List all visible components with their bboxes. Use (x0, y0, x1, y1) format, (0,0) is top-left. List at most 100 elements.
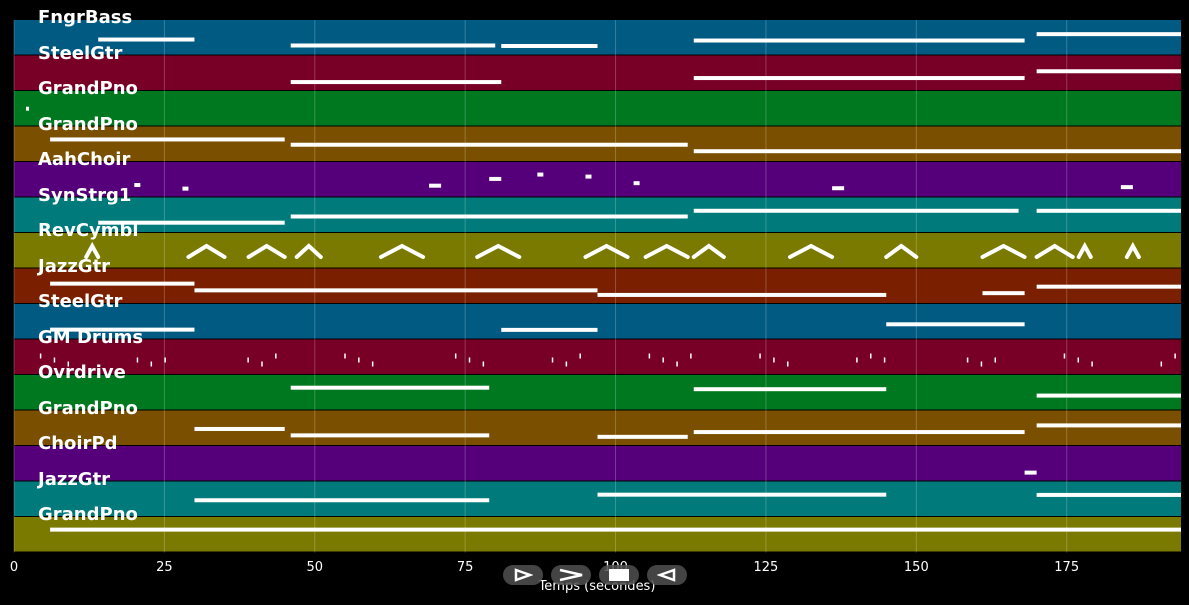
note-segment (1036, 423, 1181, 428)
note-segment (1034, 243, 1075, 259)
drum-hit (579, 353, 581, 359)
play-forward-button[interactable] (503, 565, 543, 585)
note-segment (501, 43, 598, 48)
track-label: GrandPno (38, 504, 138, 525)
x-tick-label: 175 (1054, 560, 1080, 575)
note-segment (186, 243, 227, 259)
drum-hit (468, 357, 471, 363)
track-label: GrandPno (38, 78, 138, 99)
note-segment (475, 243, 522, 259)
note-segment (597, 292, 887, 297)
note-segment (134, 183, 141, 188)
drum-hit (1091, 361, 1093, 367)
note-segment (691, 243, 726, 259)
track-label: JazzGtr (38, 468, 111, 490)
track-label: RevCymbl (38, 220, 139, 241)
drum-hit (1160, 361, 1163, 367)
drum-hit (856, 357, 858, 363)
track-row (14, 304, 1181, 339)
drum-hit (164, 357, 166, 363)
drum-hit (53, 357, 56, 363)
drum-hit (676, 361, 678, 367)
drum-hit (275, 353, 277, 359)
drum-hit (966, 357, 969, 363)
note-segment (378, 243, 426, 259)
fast-forward-button[interactable] (551, 565, 591, 585)
drum-hit (371, 361, 374, 367)
track-row (14, 91, 1181, 126)
x-tick-label: 0 (9, 560, 19, 575)
note-segment (1120, 185, 1133, 190)
drum-hit (565, 361, 568, 367)
drum-hit (551, 357, 554, 363)
note-segment (194, 426, 285, 431)
stop-button[interactable] (599, 565, 639, 585)
track-row (14, 55, 1181, 90)
track-row (14, 446, 1181, 481)
note-segment (290, 433, 490, 438)
note-segment (1124, 241, 1141, 259)
x-tick-label: 25 (156, 560, 173, 575)
track-row (14, 339, 1181, 374)
x-tick-label: 125 (753, 560, 779, 575)
note-segment (50, 281, 195, 286)
note-segment (585, 174, 592, 179)
note-segment (50, 137, 285, 142)
note-segment (182, 186, 189, 191)
drum-hit (261, 361, 263, 367)
track-row (14, 517, 1181, 552)
note-segment (1036, 393, 1181, 398)
note-segment (194, 498, 490, 503)
note-segment (537, 172, 544, 177)
note-segment (290, 43, 496, 48)
drum-hit (344, 353, 346, 359)
note-segment (489, 176, 502, 181)
note-segment (693, 38, 1025, 43)
drum-hit (980, 361, 983, 367)
drum-hit (247, 357, 249, 363)
note-segment (290, 385, 490, 390)
drum-hit (786, 361, 789, 367)
drum-hit (482, 361, 485, 367)
drum-hit (648, 353, 651, 359)
note-segment (26, 106, 30, 111)
drum-hit (150, 361, 153, 367)
drum-hit (870, 353, 872, 359)
drum-hit (454, 353, 457, 359)
note-segment (886, 322, 1025, 327)
note-segment (643, 243, 690, 259)
drum-hit (883, 357, 886, 363)
track-label: AahChoir (38, 149, 131, 170)
note-segment (583, 243, 630, 259)
note-segment (1024, 470, 1037, 475)
drum-hit (773, 357, 775, 363)
x-tick-label: 75 (456, 560, 474, 575)
note-segment (980, 243, 1027, 259)
note-segment (98, 220, 285, 225)
track-row (14, 162, 1181, 197)
note-segment (693, 387, 887, 392)
track-label: SynStrg1 (38, 184, 132, 206)
note-segment (1036, 284, 1181, 289)
chevron-right-icon (559, 568, 583, 582)
note-segment (501, 327, 598, 332)
play-reverse-outline-icon (657, 568, 676, 582)
note-segment (597, 492, 887, 497)
drum-hit (39, 353, 42, 359)
note-segment (429, 183, 442, 188)
x-tick-label: 150 (903, 560, 929, 575)
note-segment (84, 241, 101, 259)
x-tick-label: 50 (306, 560, 324, 575)
note-segment (1036, 69, 1181, 74)
note-segment (1076, 241, 1093, 259)
note-segment (294, 243, 323, 259)
note-segment (290, 80, 502, 85)
note-segment (290, 214, 688, 219)
note-segment (693, 76, 1025, 81)
note-segment (98, 37, 195, 42)
rewind-button[interactable] (647, 565, 687, 585)
note-segment (693, 208, 1019, 213)
note-segment (693, 430, 1025, 435)
drum-hit (358, 357, 360, 363)
track-label: SteelGtr (38, 291, 123, 312)
